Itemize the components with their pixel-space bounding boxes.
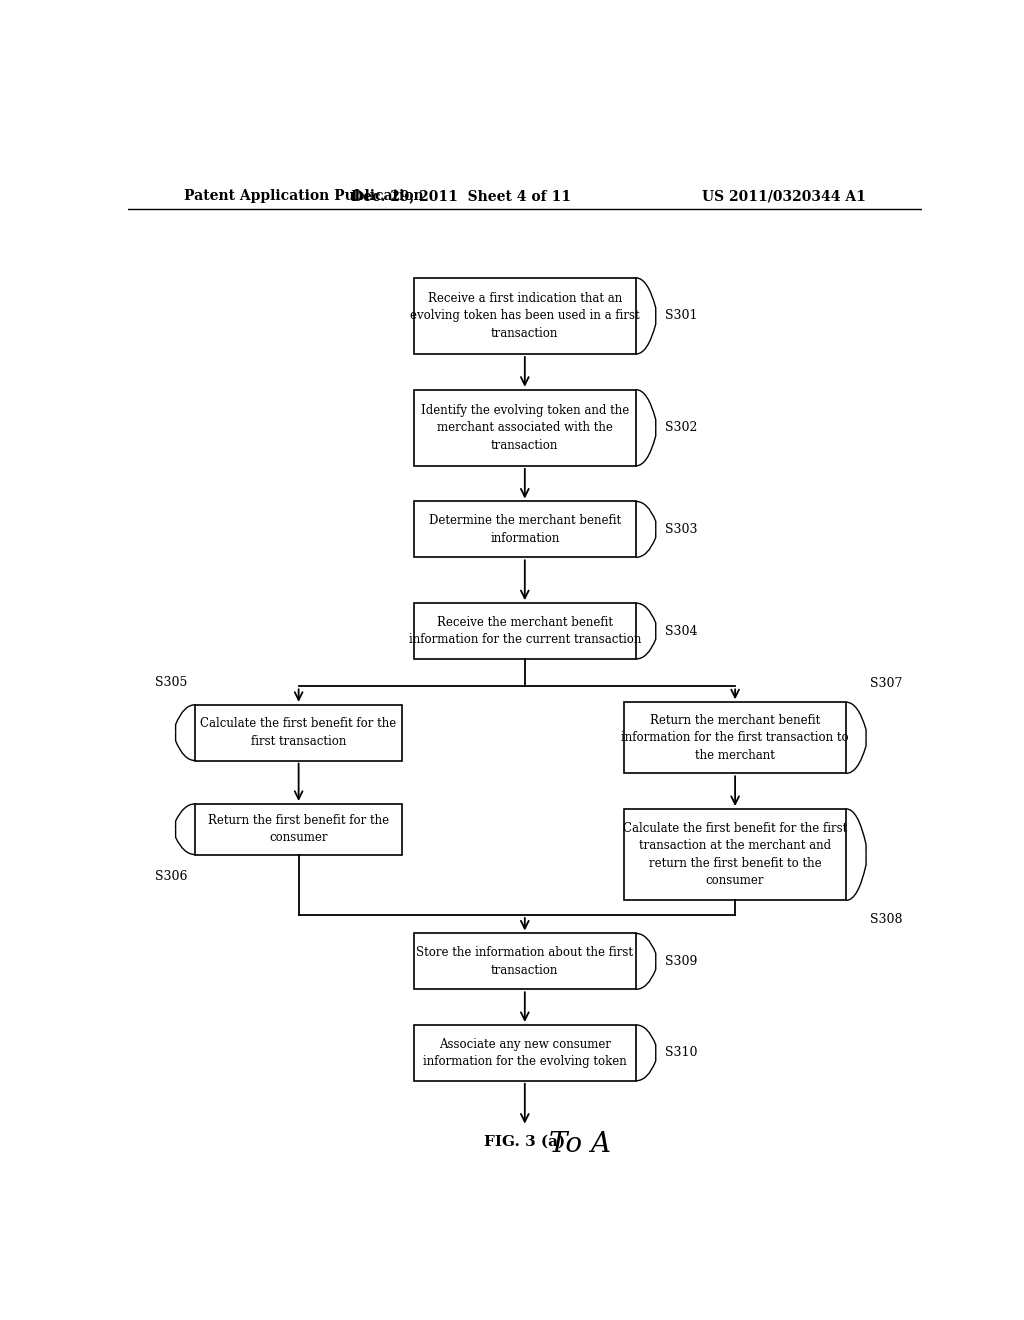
Text: Patent Application Publication: Patent Application Publication bbox=[183, 189, 423, 203]
Text: S310: S310 bbox=[666, 1047, 697, 1060]
Bar bbox=[414, 389, 636, 466]
Text: FIG. 3 (a): FIG. 3 (a) bbox=[484, 1134, 565, 1148]
Text: S301: S301 bbox=[666, 309, 697, 322]
Text: S307: S307 bbox=[870, 677, 902, 690]
Bar bbox=[196, 705, 401, 760]
Text: Store the information about the first
transaction: Store the information about the first tr… bbox=[417, 946, 633, 977]
Text: Return the merchant benefit
information for the first transaction to
the merchan: Return the merchant benefit information … bbox=[622, 714, 849, 762]
Bar bbox=[414, 603, 636, 659]
Text: S309: S309 bbox=[666, 954, 697, 968]
Text: US 2011/0320344 A1: US 2011/0320344 A1 bbox=[702, 189, 866, 203]
Bar bbox=[414, 277, 636, 354]
Text: Calculate the first benefit for the first
transaction at the merchant and
return: Calculate the first benefit for the firs… bbox=[623, 822, 847, 887]
Text: Dec. 29, 2011  Sheet 4 of 11: Dec. 29, 2011 Sheet 4 of 11 bbox=[351, 189, 571, 203]
Text: Identify the evolving token and the
merchant associated with the
transaction: Identify the evolving token and the merc… bbox=[421, 404, 629, 451]
Text: S308: S308 bbox=[870, 912, 902, 925]
Text: Associate any new consumer
information for the evolving token: Associate any new consumer information f… bbox=[423, 1038, 627, 1068]
Text: Return the first benefit for the
consumer: Return the first benefit for the consume… bbox=[208, 814, 389, 845]
Text: S305: S305 bbox=[156, 676, 187, 689]
Bar bbox=[414, 1024, 636, 1081]
Text: S306: S306 bbox=[156, 870, 187, 883]
Text: Receive the merchant benefit
information for the current transaction: Receive the merchant benefit information… bbox=[409, 615, 641, 647]
Bar bbox=[624, 702, 846, 774]
Bar bbox=[414, 933, 636, 989]
Text: To A: To A bbox=[549, 1131, 610, 1158]
Text: S304: S304 bbox=[666, 624, 697, 638]
Bar bbox=[414, 502, 636, 557]
Text: Determine the merchant benefit
information: Determine the merchant benefit informati… bbox=[429, 513, 621, 545]
Bar bbox=[196, 804, 401, 854]
Text: S303: S303 bbox=[666, 523, 697, 536]
Text: S302: S302 bbox=[666, 421, 697, 434]
Text: Calculate the first benefit for the
first transaction: Calculate the first benefit for the firs… bbox=[201, 717, 396, 748]
Text: Receive a first indication that an
evolving token has been used in a first
trans: Receive a first indication that an evolv… bbox=[410, 292, 640, 341]
Bar bbox=[624, 809, 846, 900]
